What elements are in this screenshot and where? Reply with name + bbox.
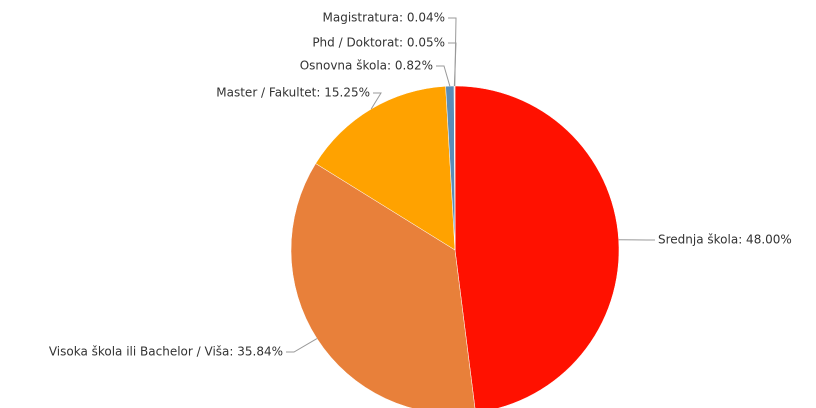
- leader-line: [286, 338, 318, 353]
- pie-slice: [315, 86, 456, 251]
- pie-slice: [290, 163, 476, 408]
- leader-line: [448, 17, 457, 87]
- data-label: Phd / Doktorat: 0.05%: [312, 36, 445, 50]
- data-label: Master / Fakultet: 15.25%: [216, 86, 370, 100]
- leader-line: [370, 92, 382, 110]
- pie-slice: [454, 85, 620, 408]
- data-label: Visoka škola ili Bachelor / Viša: 35.84%: [49, 345, 283, 359]
- data-label: Magistratura: 0.04%: [323, 11, 445, 25]
- data-label: Srednja škola: 48.00%: [658, 233, 792, 247]
- data-label: Osnovna škola: 0.82%: [300, 59, 433, 73]
- leader-line: [436, 65, 451, 87]
